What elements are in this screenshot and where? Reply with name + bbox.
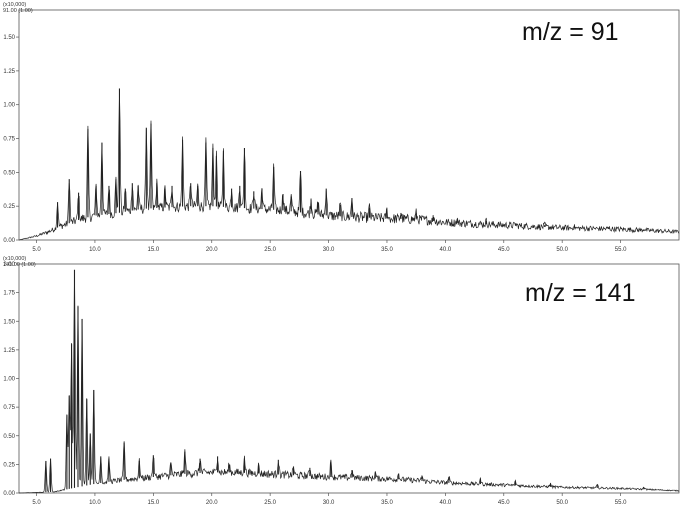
- x-tick-label: 25.0: [264, 500, 276, 506]
- y-tick-label: 0.25: [3, 462, 15, 468]
- x-tick-label: 15.0: [147, 500, 159, 506]
- y-tick-label: 1.00: [3, 377, 15, 383]
- x-tick-label: 40.0: [440, 247, 452, 253]
- x-tick-label: 25.0: [264, 247, 276, 253]
- y-tick-label: 0.00: [3, 491, 15, 497]
- x-tick-label: 45.0: [498, 247, 510, 253]
- y-tick-label: 1.50: [3, 35, 15, 41]
- y-tick-label: 1.50: [3, 319, 15, 325]
- x-tick-label: 35.0: [381, 247, 393, 253]
- x-tick-label: 10.0: [89, 500, 101, 506]
- x-tick-label: 10.0: [89, 247, 101, 253]
- x-tick-label: 55.0: [615, 500, 627, 506]
- trace-label: 91.00 (1.00): [3, 8, 33, 14]
- y-tick-label: 0.00: [3, 238, 15, 244]
- y-tick-label: 1.25: [3, 69, 15, 75]
- y-tick-label: 2.00: [3, 262, 15, 268]
- y-tick-label: 1.25: [3, 348, 15, 354]
- mz-title: m/z = 91: [522, 18, 619, 46]
- x-tick-label: 40.0: [440, 500, 452, 506]
- scale-label: (x10,000): [3, 2, 26, 8]
- mz-title: m/z = 141: [525, 279, 635, 307]
- x-tick-label: 50.0: [556, 500, 568, 506]
- x-tick-label: 35.0: [381, 500, 393, 506]
- x-tick-label: 5.0: [32, 500, 41, 506]
- y-tick-label: 0.75: [3, 137, 15, 143]
- x-tick-label: 15.0: [147, 247, 159, 253]
- x-tick-label: 50.0: [556, 247, 568, 253]
- trace-label: 141.00 (1.00): [3, 262, 36, 268]
- y-tick-label: 0.75: [3, 405, 15, 411]
- panel-mz-91: 0.00 0.25 0.50 0.75 1.00 1.25 1.50 5.0 10.0 15.0 2…: [3, 2, 680, 253]
- x-tick-label: 5.0: [32, 247, 41, 253]
- x-tick-label: 45.0: [498, 500, 510, 506]
- panel-mz-141: 0.00 0.25 0.50 0.75 1.00 1.25 1.50 1.75 2.00 5.0 1…: [3, 256, 680, 506]
- chromatogram-trace: [18, 270, 680, 494]
- x-tick-label: 30.0: [323, 500, 335, 506]
- x-tick-label: 30.0: [323, 247, 335, 253]
- plot-frame: [18, 9, 680, 241]
- x-tick-label: 20.0: [206, 247, 218, 253]
- scale-label: (x10,000): [3, 256, 26, 262]
- y-tick-label: 1.75: [3, 291, 15, 297]
- x-tick-label: 55.0: [615, 247, 627, 253]
- chromatogram-trace: [18, 92, 680, 241]
- y-tick-label: 0.50: [3, 170, 15, 176]
- y-tick-label: 0.50: [3, 434, 15, 440]
- y-tick-label: 0.25: [3, 204, 15, 210]
- x-tick-label: 20.0: [206, 500, 218, 506]
- y-tick-label: 1.00: [3, 103, 15, 109]
